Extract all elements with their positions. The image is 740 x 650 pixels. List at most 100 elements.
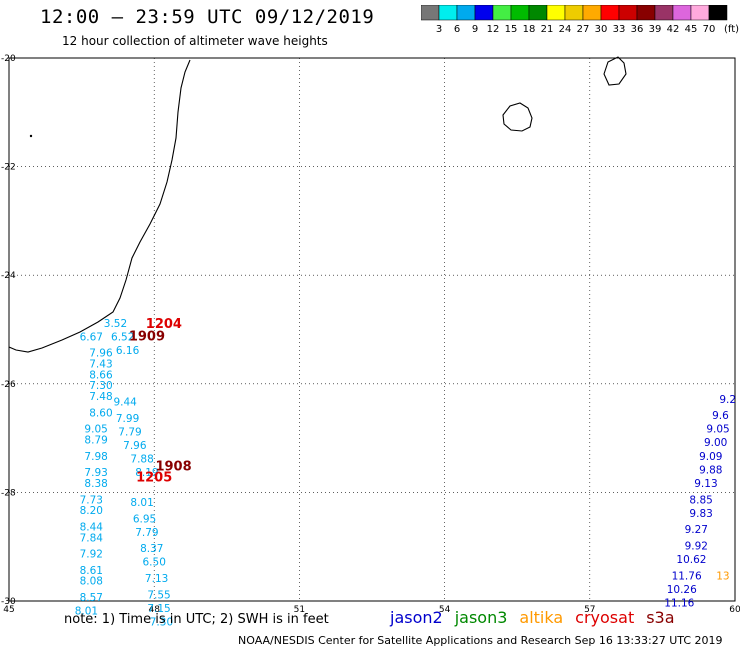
wave-height-label: 6.95 — [133, 513, 156, 525]
wave-height-label: 9.05 — [84, 424, 107, 436]
lat-tick-label: -26 — [1, 380, 16, 390]
wave-height-label: 7.93 — [84, 467, 107, 479]
map-title: 12:00 — 23:59 UTC 09/12/2019 — [40, 6, 375, 28]
wave-height-label: 9.09 — [699, 451, 722, 463]
lon-tick-label: 48 — [148, 605, 160, 615]
wave-height-label: 8.19 — [135, 467, 158, 479]
scale-label: 3 — [436, 24, 442, 35]
wave-height-label: 7.30 — [150, 616, 173, 628]
legend-jason3: jason3 — [454, 608, 508, 627]
wave-height-label: 6.50 — [143, 557, 166, 569]
map-subtitle: 12 hour collection of altimeter wave hei… — [62, 34, 328, 48]
scale-label: 27 — [577, 24, 590, 35]
small-island — [29, 134, 33, 138]
scale-label: 33 — [613, 24, 626, 35]
scale-unit: (ft) — [724, 24, 739, 35]
wave-height-label: 8.85 — [689, 494, 712, 506]
wave-height-label: 9.88 — [699, 464, 722, 476]
lat-tick-label: -28 — [1, 488, 16, 498]
lat-tick-label: -20 — [1, 54, 16, 64]
lat-tick-label: -24 — [1, 271, 16, 281]
scale-label: 45 — [685, 24, 698, 35]
wave-height-label: 9.00 — [704, 437, 727, 449]
pass-time-label: 1909 — [129, 329, 165, 344]
note-text: note: 1) Time is in UTC; 2) SWH is in fe… — [64, 612, 329, 627]
wave-height-label: 6.52 — [111, 331, 134, 343]
color-scale: 3 6 9 12 15 18 21 24 27 30 33 36 39 42 45 70 (ft) — [421, 5, 739, 35]
lon-tick-label: 57 — [584, 605, 595, 615]
wave-height-label: 8.38 — [84, 478, 107, 490]
scale-label: 70 — [703, 24, 716, 35]
lon-tick-label: 54 — [439, 605, 451, 615]
wave-height-label: 8.37 — [140, 543, 163, 555]
scale-label: 36 — [631, 24, 644, 35]
wave-height-label: 10.62 — [676, 554, 706, 566]
wave-height-label: 9.05 — [706, 424, 729, 436]
scale-label: 6 — [454, 24, 460, 35]
wave-height-label: 7.15 — [147, 603, 170, 615]
wave-height-label: 9.27 — [685, 524, 708, 536]
reunion-island — [502, 102, 533, 132]
wave-height-label: 8.57 — [80, 592, 103, 604]
wave-height-label: 7.13 — [145, 573, 168, 585]
scale-label: 15 — [505, 24, 518, 35]
legend-s3a: s3a — [646, 608, 675, 627]
wave-height-label: 9.13 — [694, 478, 717, 490]
plot-frame — [8, 57, 736, 602]
lat-tick-label: -22 — [1, 163, 16, 173]
scale-label: 21 — [541, 24, 554, 35]
wave-height-label: 8.08 — [80, 576, 103, 588]
lat-tick-label: -30 — [1, 597, 16, 607]
legend-cryosat: cryosat — [575, 608, 635, 627]
pass-time-label: 1204 — [146, 317, 182, 332]
wave-height-label: 11.76 — [672, 570, 702, 582]
wave-height-label: 7.96 — [123, 440, 147, 452]
pass-time-label: 1205 — [136, 471, 172, 486]
legend-altika: altika — [519, 608, 564, 627]
wave-height-label: 8.01 — [75, 606, 98, 618]
wave-height-label: 8.01 — [130, 497, 153, 509]
wave-height-label: 8.79 — [84, 435, 107, 447]
wave-height-label: 11.16 — [664, 597, 694, 609]
wave-height-label: 7.73 — [80, 494, 103, 506]
wave-height-label: 7.48 — [89, 391, 112, 403]
wave-height-label: 7.43 — [89, 359, 112, 371]
satellite-legend: jason2 jason3 altika cryosat s3a — [390, 608, 687, 627]
wave-height-label: 6.67 — [80, 331, 103, 343]
lon-tick-label: 51 — [294, 605, 305, 615]
wave-height-label: 8.61 — [80, 565, 103, 577]
wave-height-label: 7.84 — [80, 532, 104, 544]
scale-swatch — [708, 5, 728, 21]
wave-height-label: 8.66 — [89, 369, 113, 381]
wave-height-label: 9.6 — [712, 410, 729, 422]
wave-height-label: 7.79 — [118, 426, 141, 438]
wave-height-label: 7.79 — [135, 527, 158, 539]
wave-height-label: 7.55 — [147, 589, 170, 601]
scale-label: 39 — [649, 24, 662, 35]
wave-height-label: 9.2 — [719, 394, 736, 406]
wave-height-label: 9.83 — [689, 508, 712, 520]
scale-label: 12 — [487, 24, 500, 35]
madagascar-coastline — [8, 59, 191, 353]
lon-tick-label: 45 — [3, 605, 14, 615]
wave-height-label: 13 — [716, 570, 729, 582]
wave-height-label: 7.92 — [80, 549, 103, 561]
wave-height-label: 3.52 — [104, 318, 127, 330]
wave-height-label: 7.98 — [84, 451, 107, 463]
wave-height-label: 6.16 — [116, 345, 140, 357]
pass-time-label: 1908 — [155, 460, 191, 475]
wave-height-label: 9.44 — [113, 397, 137, 409]
legend-jason2: jason2 — [390, 608, 443, 627]
scale-label: 42 — [667, 24, 680, 35]
scale-label: 24 — [559, 24, 572, 35]
wave-height-label: 8.44 — [80, 521, 104, 533]
wave-height-label: 8.60 — [89, 407, 112, 419]
scale-label: 18 — [523, 24, 536, 35]
wave-height-label: 9.92 — [685, 540, 708, 552]
wave-height-label: 7.88 — [130, 454, 153, 466]
wave-height-label: 7.99 — [116, 413, 139, 425]
scale-label: 30 — [595, 24, 608, 35]
wave-height-label: 7.96 — [89, 348, 113, 360]
wave-height-label: 7.30 — [89, 380, 112, 392]
